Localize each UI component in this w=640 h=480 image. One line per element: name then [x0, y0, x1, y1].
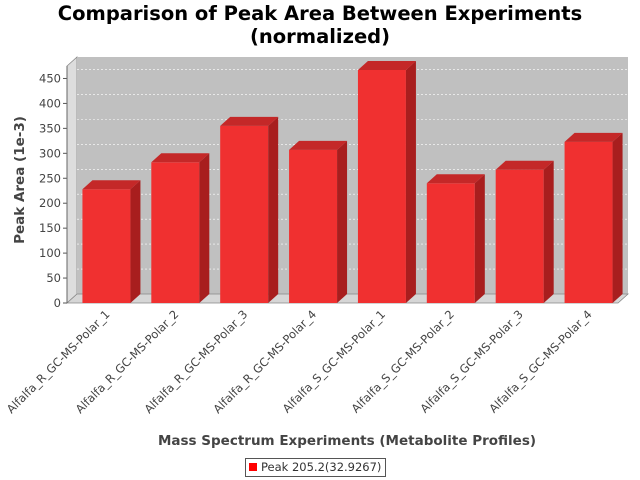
bar-top [289, 140, 348, 150]
chart-title: Comparison of Peak Area Between Experime… [0, 2, 640, 48]
bar-front [357, 69, 406, 303]
bar-front [220, 125, 269, 303]
y-tick-label: 150 [39, 221, 61, 235]
bar-front [564, 141, 613, 303]
legend-swatch [249, 463, 257, 471]
chart-title-line-1: Comparison of Peak Area Between Experime… [57, 2, 583, 25]
y-tick-label: 450 [39, 71, 61, 85]
y-tick-label: 250 [39, 171, 61, 185]
plot-left-wall [66, 56, 78, 304]
bar-side [543, 160, 554, 303]
bar-side [199, 153, 210, 303]
bar-side [130, 180, 141, 303]
y-tick-label: 100 [39, 246, 61, 260]
y-tick-label: 50 [46, 271, 61, 285]
bar-side [474, 174, 485, 303]
y-tick-label: 0 [54, 296, 61, 310]
bars [82, 60, 623, 303]
y-tick-label: 400 [39, 96, 61, 110]
bar-front [426, 183, 475, 303]
bar-top [151, 153, 210, 163]
bar-top [564, 132, 623, 142]
chart-title-line-2: (normalized) [249, 25, 391, 48]
bar-top [426, 174, 485, 184]
legend-label: Peak 205.2(32.9267) [261, 460, 382, 474]
y-tick-label: 300 [39, 146, 61, 160]
bar-top [357, 60, 416, 70]
y-tick-label: 350 [39, 121, 61, 135]
bar-top [82, 180, 141, 190]
legend: Peak 205.2(32.9267) [245, 458, 387, 477]
axes: 0 50 100 150 200 250 300 350 400 450 [39, 66, 68, 310]
bar-side [337, 140, 348, 303]
plot-back-wall [77, 57, 628, 294]
bar-side [612, 132, 623, 303]
bar-side [268, 116, 279, 303]
bar-front [495, 169, 544, 303]
bar-top [495, 160, 554, 170]
y-axis-title: Peak Area (1e-3) [12, 116, 28, 244]
bar-front [151, 162, 200, 303]
y-tick-label: 200 [39, 196, 61, 210]
bar-front [289, 149, 338, 303]
bar-front [82, 189, 131, 303]
bar-side [405, 60, 416, 303]
bar-top [220, 116, 279, 126]
x-axis-title: Mass Spectrum Experiments (Metabolite Pr… [158, 433, 536, 449]
